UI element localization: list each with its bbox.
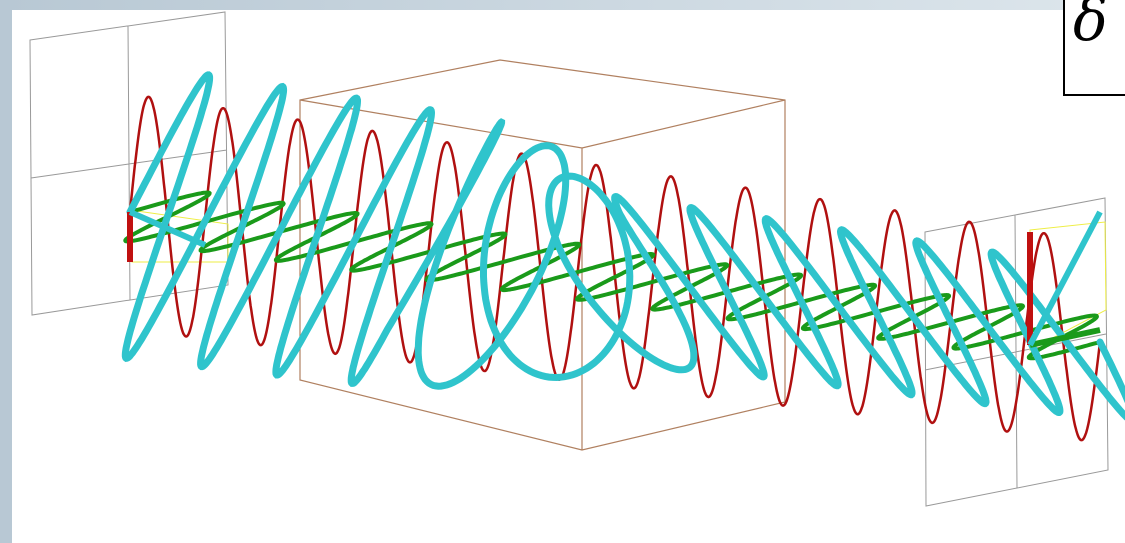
polarization-diagram — [0, 0, 1125, 543]
symbol: δ — [1063, 0, 1125, 96]
screenshot: δ — [0, 0, 1125, 543]
